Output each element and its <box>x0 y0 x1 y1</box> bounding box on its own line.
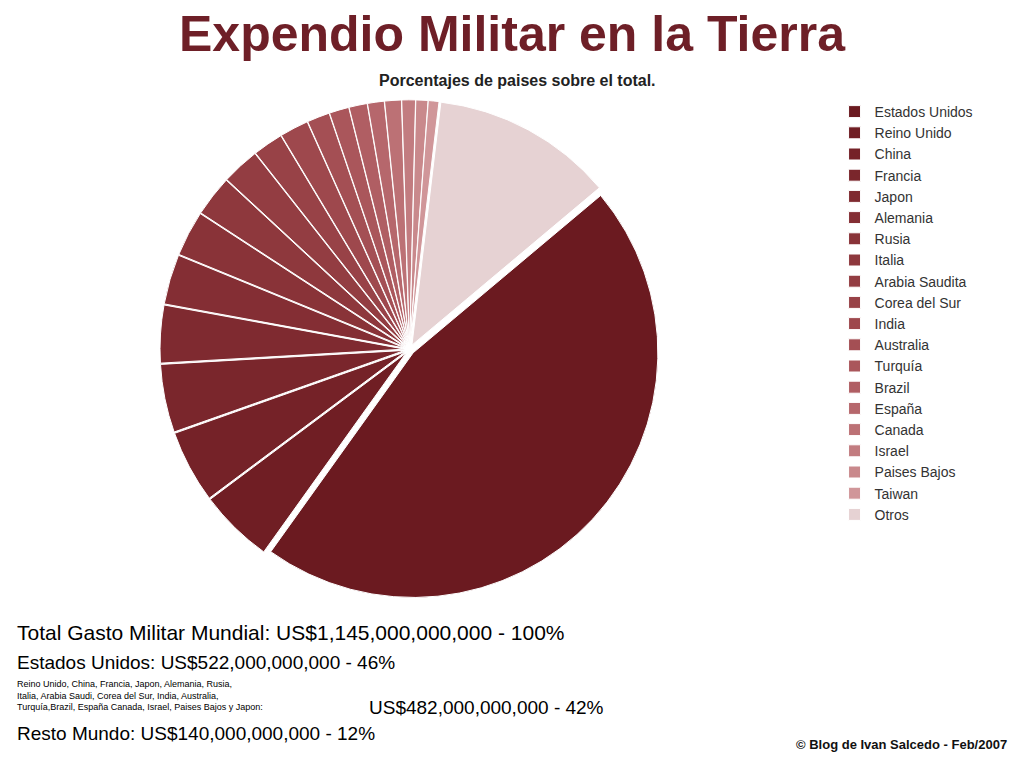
svg-text:Paises Bajos: Paises Bajos <box>875 464 956 480</box>
svg-text:Rusia: Rusia <box>875 231 911 247</box>
svg-text:Francia: Francia <box>875 168 922 184</box>
svg-text:Italia: Italia <box>875 252 905 268</box>
svg-text:Estados Unidos: Estados Unidos <box>875 104 973 120</box>
svg-text:India: India <box>875 316 906 332</box>
svg-text:Corea del Sur: Corea del Sur <box>875 295 962 311</box>
svg-text:Total Gasto Militar Mundial: U: Total Gasto Militar Mundial: US$1,145,00… <box>17 621 565 644</box>
svg-text:Canada: Canada <box>875 422 924 438</box>
svg-text:Resto Mundo: US$140,000,000,00: Resto Mundo: US$140,000,000,000 - 12% <box>17 723 375 744</box>
svg-text:Turquía: Turquía <box>875 358 923 374</box>
svg-text:Otros: Otros <box>875 507 909 523</box>
svg-text:Israel: Israel <box>875 443 909 459</box>
svg-text:Australia: Australia <box>875 337 930 353</box>
svg-text:Reino Unido: Reino Unido <box>875 125 952 141</box>
svg-text:Alemania: Alemania <box>875 210 934 226</box>
svg-text:Reino Unido, China, Francia, J: Reino Unido, China, Francia, Japon, Alem… <box>17 679 263 712</box>
svg-text:Estados Unidos: US$522,000,000: Estados Unidos: US$522,000,000,000 - 46% <box>17 652 395 673</box>
svg-text:© Blog de Ivan Salcedo - Feb/2: © Blog de Ivan Salcedo - Feb/2007 <box>796 737 1007 752</box>
svg-text:Japon: Japon <box>875 189 913 205</box>
svg-text:Arabia Saudita: Arabia Saudita <box>875 274 967 290</box>
svg-text:Porcentajes de paises sobre el: Porcentajes de paises sobre el total. <box>379 72 656 89</box>
svg-text:Brazil: Brazil <box>875 380 910 396</box>
svg-text:Taiwan: Taiwan <box>875 486 919 502</box>
svg-text:US$482,000,000,000 - 42%: US$482,000,000,000 - 42% <box>369 697 604 718</box>
svg-text:España: España <box>875 401 923 417</box>
svg-text:China: China <box>875 146 912 162</box>
svg-text:Expendio Militar en la Tierra: Expendio Militar en la Tierra <box>179 6 846 62</box>
